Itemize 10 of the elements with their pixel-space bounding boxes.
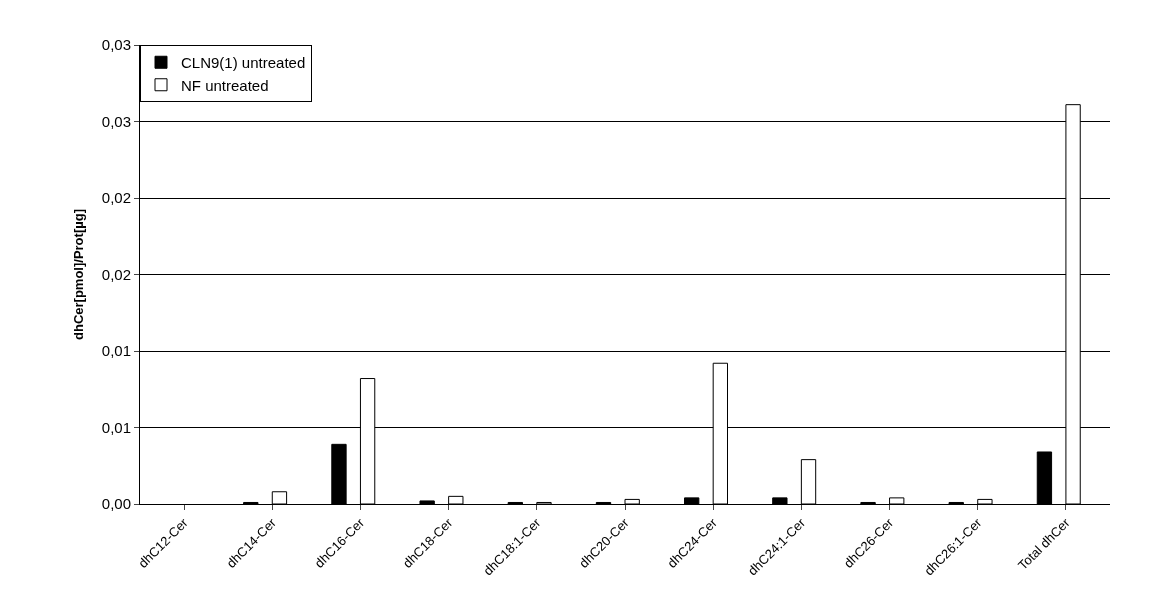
y-tick-label: 0,01 [101, 342, 131, 360]
y-tick-label: 0,03 [101, 112, 131, 130]
y-axis-title: dhCer[pmol]/Prot[µg] [70, 209, 86, 340]
legend-label: NF untreated [181, 76, 269, 94]
y-tick-label: 0,03 [101, 36, 131, 54]
legend-label: CLN9(1) untreated [181, 54, 306, 72]
y-tick-label: 0,01 [101, 418, 131, 436]
y-tick-label: 0,00 [101, 495, 131, 513]
y-tick-label: 0,02 [101, 189, 131, 207]
y-tick-label: 0,02 [101, 265, 131, 283]
